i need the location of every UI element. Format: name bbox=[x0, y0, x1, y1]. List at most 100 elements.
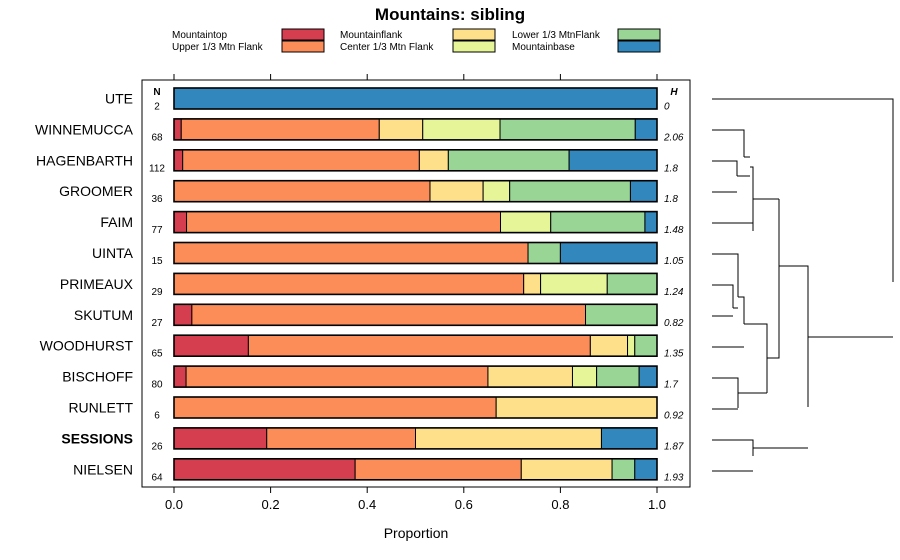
bar-segment bbox=[482, 180, 511, 203]
bar-segment bbox=[378, 118, 424, 141]
bar-segment bbox=[354, 458, 522, 481]
bar-segment bbox=[418, 149, 449, 172]
bar-segment bbox=[495, 396, 658, 419]
x-tick-label: 0.8 bbox=[551, 497, 569, 512]
x-tick-label: 0.0 bbox=[165, 497, 183, 512]
n-value: 65 bbox=[151, 349, 163, 360]
bar-segment bbox=[173, 149, 184, 172]
bar-segment bbox=[559, 242, 658, 264]
x-axis: 0.0 0.2 0.4 0.6 0.8 1.0 bbox=[165, 74, 666, 512]
bar-segment bbox=[182, 149, 420, 172]
h-value: 2.06 bbox=[663, 132, 684, 143]
n-value: 77 bbox=[151, 225, 163, 236]
bar-segment bbox=[520, 458, 613, 481]
row-label: SESSIONS bbox=[61, 430, 133, 446]
bar-segment bbox=[173, 180, 431, 203]
legend-label: Center 1/3 Mtn Flank bbox=[340, 42, 434, 53]
bar-segment bbox=[634, 458, 658, 481]
n-value: 2 bbox=[154, 102, 160, 113]
bar-segment bbox=[173, 211, 188, 234]
row-label: PRIMEAUX bbox=[60, 276, 134, 292]
n-value: 26 bbox=[151, 441, 163, 452]
bar-segment bbox=[589, 334, 629, 357]
bar-outline bbox=[173, 87, 658, 110]
h-value: 1.48 bbox=[664, 225, 684, 236]
bar-segment bbox=[173, 365, 187, 388]
legend-label: Mountaintop bbox=[172, 30, 227, 41]
legend-label: Mountainbase bbox=[512, 42, 575, 53]
bar-segment bbox=[509, 180, 631, 203]
row-label: UTE bbox=[105, 91, 133, 107]
n-value: 6 bbox=[154, 411, 160, 422]
dendrogram-branches bbox=[712, 98, 894, 472]
h-value: 1.93 bbox=[664, 472, 684, 483]
dendrogram bbox=[712, 98, 894, 472]
n-header: N bbox=[153, 87, 160, 98]
row-label: BISCHOFF bbox=[62, 369, 133, 385]
h-value: 1.24 bbox=[664, 287, 684, 298]
bar-segment bbox=[415, 427, 602, 450]
h-value: 1.05 bbox=[664, 256, 684, 267]
legend-swatch bbox=[617, 40, 661, 53]
h-value: 1.7 bbox=[664, 380, 678, 391]
row-label: HAGENBARTH bbox=[36, 152, 133, 168]
bar-segment bbox=[500, 211, 552, 234]
n-value: 29 bbox=[151, 287, 163, 298]
legend-label: Lower 1/3 MtnFlank bbox=[512, 30, 601, 41]
bar-segment bbox=[585, 303, 658, 326]
bar-segment bbox=[644, 211, 658, 234]
x-axis-label: Proportion bbox=[384, 525, 449, 541]
bar-segment bbox=[550, 211, 646, 234]
legend-label: Upper 1/3 Mtn Flank bbox=[172, 42, 264, 53]
h-value: 0.82 bbox=[664, 318, 684, 329]
n-value: 64 bbox=[151, 472, 163, 483]
bar-segment bbox=[527, 242, 561, 264]
bar-segment bbox=[638, 365, 658, 388]
x-tick-label: 1.0 bbox=[648, 497, 666, 512]
bar-segment bbox=[180, 118, 380, 141]
h-header: H bbox=[670, 87, 678, 98]
bar-segment bbox=[173, 458, 356, 481]
legend-swatch bbox=[281, 28, 325, 41]
bar-segment bbox=[634, 118, 658, 141]
bar-segment bbox=[186, 211, 502, 234]
bar-segment bbox=[606, 272, 658, 295]
bar-segment bbox=[247, 334, 591, 357]
bar-outline bbox=[173, 272, 658, 296]
n-value: 36 bbox=[151, 194, 163, 205]
bar-segment bbox=[634, 334, 658, 357]
bar-segment bbox=[447, 149, 570, 172]
bar-segment bbox=[173, 396, 497, 419]
bar-segment bbox=[191, 303, 587, 326]
plot-frame bbox=[141, 79, 691, 488]
h-value: 0.92 bbox=[664, 411, 684, 422]
bar-outline bbox=[173, 149, 658, 172]
n-value: 112 bbox=[149, 163, 165, 174]
legend-label: Mountainflank bbox=[340, 30, 403, 41]
bar-outline bbox=[173, 396, 658, 419]
bar-segment bbox=[627, 334, 636, 357]
n-value: 15 bbox=[151, 256, 163, 267]
bar-segment bbox=[429, 180, 484, 203]
bar-segment bbox=[611, 458, 636, 481]
x-tick-label: 0.6 bbox=[455, 497, 473, 512]
chart-title: Mountains: sibling bbox=[375, 5, 525, 24]
row-label: WINNEMUCCA bbox=[35, 121, 134, 137]
n-value: 68 bbox=[151, 132, 163, 143]
n-value: 27 bbox=[151, 318, 163, 329]
x-tick-label: 0.4 bbox=[358, 497, 376, 512]
bar-segment bbox=[173, 303, 193, 326]
bar-segment bbox=[487, 365, 573, 388]
legend-swatch bbox=[281, 40, 325, 53]
row-label: NIELSEN bbox=[73, 461, 133, 477]
row-label: WOODHURST bbox=[40, 338, 134, 354]
bar-outline bbox=[173, 210, 658, 234]
row-label: SKUTUM bbox=[74, 307, 133, 323]
bar-outline bbox=[173, 334, 658, 358]
x-tick-label: 0.2 bbox=[262, 497, 280, 512]
bar-outline bbox=[173, 303, 658, 327]
bar-outline bbox=[173, 241, 658, 265]
h-value: 1.87 bbox=[664, 441, 684, 452]
